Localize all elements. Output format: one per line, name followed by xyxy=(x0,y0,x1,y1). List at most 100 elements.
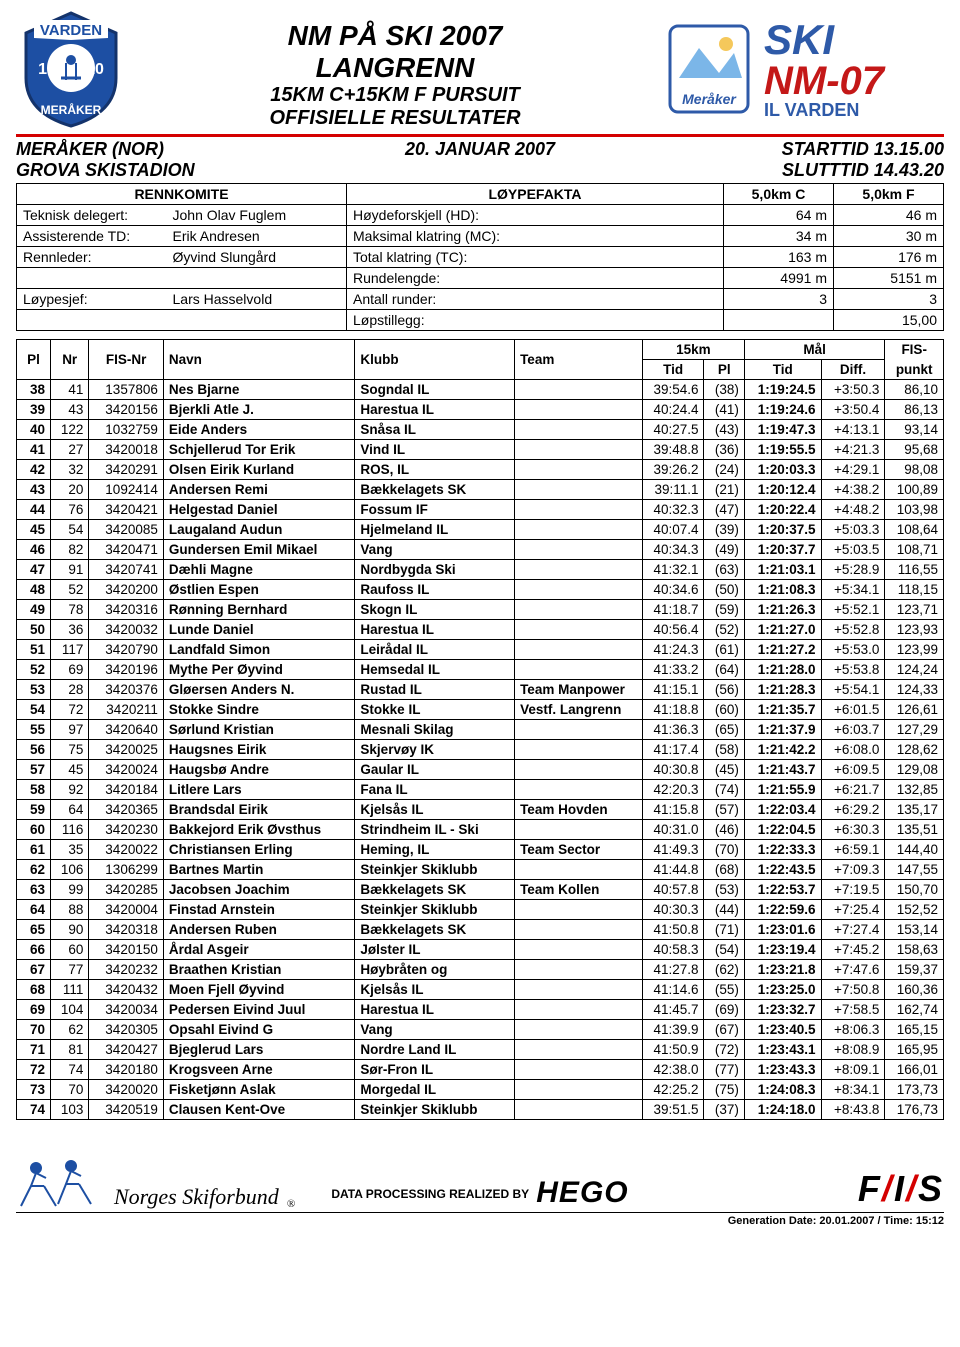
logo-right: Meråker SKI NM-07 IL VARDEN xyxy=(664,8,944,128)
cell-fisnr: 1032759 xyxy=(89,420,164,440)
cell-nr: 106 xyxy=(51,860,89,880)
cell-mal: 1:21:42.2 xyxy=(744,740,821,760)
cell-diff: +4:21.3 xyxy=(821,440,885,460)
end-time-label: SLUTTTID 14.43.20 xyxy=(480,160,944,181)
cell-team: Team Hovden xyxy=(515,800,643,820)
cell-klubb: Heming, IL xyxy=(355,840,515,860)
cell-diff: +6:21.7 xyxy=(821,780,885,800)
cell-15km-pl: (68) xyxy=(704,860,744,880)
cell-navn: Andersen Remi xyxy=(163,480,355,500)
cell-klubb: Jølster IL xyxy=(355,940,515,960)
cell-diff: +5:28.9 xyxy=(821,560,885,580)
cell-fisnr: 3420365 xyxy=(89,800,164,820)
cell-fisnr: 3420024 xyxy=(89,760,164,780)
cell-nr: 104 xyxy=(51,1000,89,1020)
cell-nr: 70 xyxy=(51,1080,89,1100)
table-row: 44763420421Helgestad DanielFossum IF40:3… xyxy=(17,500,944,520)
cell-navn: Gløersen Anders N. xyxy=(163,680,355,700)
info-header-rennkomite: RENNKOMITE xyxy=(17,184,347,205)
cell-fisnr: 3420376 xyxy=(89,680,164,700)
cell-fisnr: 3420741 xyxy=(89,560,164,580)
cell-nr: 35 xyxy=(51,840,89,860)
cell-punkt: 128,62 xyxy=(885,740,944,760)
location-label: MERÅKER (NOR) xyxy=(16,139,325,160)
cell-team xyxy=(515,1020,643,1040)
table-row: 45543420085Laugaland AudunHjelmeland IL4… xyxy=(17,520,944,540)
cell-navn: Bjerkli Atle J. xyxy=(163,400,355,420)
cell-mal: 1:23:21.8 xyxy=(744,960,821,980)
col-navn: Navn xyxy=(163,340,355,380)
cell-15km-pl: (55) xyxy=(704,980,744,1000)
title-line-1: NM PÅ SKI 2007 xyxy=(126,20,664,52)
cell-15km-tid: 39:54.6 xyxy=(642,380,704,400)
cell-navn: Stokke Sindre xyxy=(163,700,355,720)
cell-fisnr: 3420432 xyxy=(89,980,164,1000)
cell-pl: 53 xyxy=(17,680,51,700)
cell-navn: Krogsveen Arne xyxy=(163,1060,355,1080)
cell-team xyxy=(515,720,643,740)
cell-mal: 1:21:08.3 xyxy=(744,580,821,600)
cell-15km-tid: 41:45.7 xyxy=(642,1000,704,1020)
table-row: 48523420200Østlien EspenRaufoss IL40:34.… xyxy=(17,580,944,600)
cell-nr: 111 xyxy=(51,980,89,1000)
cell-fisnr: 3420184 xyxy=(89,780,164,800)
cell-15km-pl: (69) xyxy=(704,1000,744,1020)
cell-15km-pl: (46) xyxy=(704,820,744,840)
cell-15km-pl: (50) xyxy=(704,580,744,600)
cell-diff: +4:13.1 xyxy=(821,420,885,440)
cell-klubb: Harestua IL xyxy=(355,1000,515,1020)
table-row: 511173420790Landfald SimonLeirådal IL41:… xyxy=(17,640,944,660)
svg-text:IL VARDEN: IL VARDEN xyxy=(764,100,859,120)
cell-15km-tid: 41:18.7 xyxy=(642,600,704,620)
cell-navn: Eide Anders xyxy=(163,420,355,440)
cell-team xyxy=(515,540,643,560)
cell-15km-pl: (61) xyxy=(704,640,744,660)
table-row: 53283420376Gløersen Anders N.Rustad ILTe… xyxy=(17,680,944,700)
cell-15km-tid: 41:18.8 xyxy=(642,700,704,720)
table-row: 43201092414Andersen RemiBækkelagets SK39… xyxy=(17,480,944,500)
cell-15km-tid: 41:50.9 xyxy=(642,1040,704,1060)
cell-diff: +4:38.2 xyxy=(821,480,885,500)
cell-nr: 62 xyxy=(51,1020,89,1040)
cell-mal: 1:19:55.5 xyxy=(744,440,821,460)
cell-mal: 1:21:37.9 xyxy=(744,720,821,740)
cell-15km-tid: 40:34.6 xyxy=(642,580,704,600)
cell-pl: 64 xyxy=(17,900,51,920)
info-row: Assisterende TD:Erik AndresenMaksimal kl… xyxy=(17,226,944,247)
cell-diff: +7:58.5 xyxy=(821,1000,885,1020)
cell-navn: Haugsnes Eirik xyxy=(163,740,355,760)
table-row: 66603420150Årdal AsgeirJølster IL40:58.3… xyxy=(17,940,944,960)
info-role: Assisterende TD: xyxy=(17,226,167,247)
cell-pl: 46 xyxy=(17,540,51,560)
svg-text:19: 19 xyxy=(38,61,56,78)
cell-team xyxy=(515,780,643,800)
cell-fisnr: 1357806 xyxy=(89,380,164,400)
info-person: Lars Hasselvold xyxy=(167,289,347,310)
svg-text:VARDEN: VARDEN xyxy=(40,22,102,39)
cell-diff: +6:01.5 xyxy=(821,700,885,720)
cell-mal: 1:21:03.1 xyxy=(744,560,821,580)
cell-klubb: Nordbygda Ski xyxy=(355,560,515,580)
cell-15km-tid: 40:07.4 xyxy=(642,520,704,540)
cell-diff: +8:06.3 xyxy=(821,1020,885,1040)
cell-punkt: 129,08 xyxy=(885,760,944,780)
cell-nr: 117 xyxy=(51,640,89,660)
cell-klubb: Skjervøy IK xyxy=(355,740,515,760)
table-row: 55973420640Sørlund KristianMesnali Skila… xyxy=(17,720,944,740)
cell-navn: Jacobsen Joachim xyxy=(163,880,355,900)
info-fact-c: 34 m xyxy=(724,226,834,247)
cell-15km-tid: 40:31.0 xyxy=(642,820,704,840)
cell-pl: 49 xyxy=(17,600,51,620)
cell-diff: +5:03.3 xyxy=(821,520,885,540)
cell-pl: 47 xyxy=(17,560,51,580)
cell-klubb: Stokke IL xyxy=(355,700,515,720)
cell-15km-pl: (60) xyxy=(704,700,744,720)
cell-pl: 44 xyxy=(17,500,51,520)
cell-navn: Schjellerud Tor Erik xyxy=(163,440,355,460)
cell-15km-pl: (77) xyxy=(704,1060,744,1080)
cell-fisnr: 3420640 xyxy=(89,720,164,740)
col-team: Team xyxy=(515,340,643,380)
cell-15km-pl: (39) xyxy=(704,520,744,540)
cell-nr: 122 xyxy=(51,420,89,440)
cell-punkt: 116,55 xyxy=(885,560,944,580)
